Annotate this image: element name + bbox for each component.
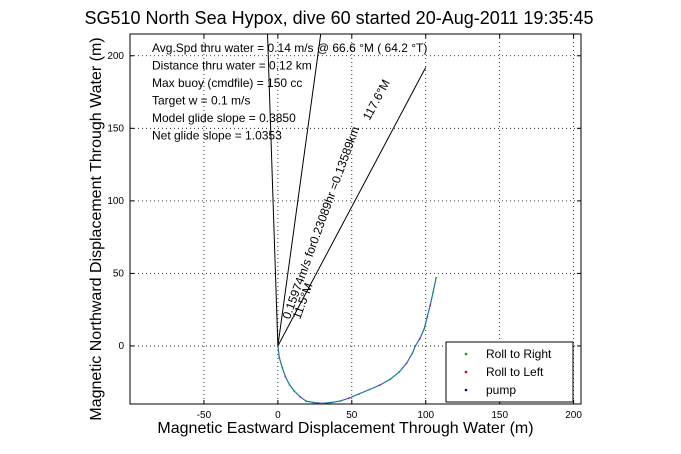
track-point	[389, 378, 392, 381]
annotation-line: Avg.Spd thru water = 0.14 m/s @ 66.6 °M …	[152, 41, 427, 55]
x-tick-label: 0	[275, 410, 281, 421]
track-point	[414, 345, 417, 347]
track-point	[426, 316, 429, 318]
track-point	[278, 356, 281, 359]
legend-marker	[464, 352, 468, 356]
track-point	[358, 392, 361, 395]
track-point	[305, 400, 307, 402]
x-tick-label: 100	[417, 410, 434, 421]
legend-marker	[464, 388, 468, 392]
track-point	[368, 388, 371, 391]
x-tick-label: 200	[565, 410, 582, 421]
x-tick-label: 150	[491, 410, 508, 421]
heading-vector	[267, 33, 279, 346]
legend-label: Roll to Right	[486, 347, 552, 361]
track-point	[276, 345, 279, 347]
track-point	[435, 276, 437, 279]
track-point	[423, 327, 426, 330]
track-point	[321, 402, 324, 405]
track-point	[284, 375, 287, 378]
y-tick-label: 50	[113, 268, 125, 279]
annotation-line: Net glide slope = 1.0353	[152, 129, 282, 143]
legend-label: pump	[486, 383, 516, 397]
track-point	[299, 395, 301, 398]
track-point	[339, 400, 341, 402]
track-point	[405, 362, 408, 365]
legend-label: Roll to Left	[486, 365, 544, 379]
track-point	[398, 371, 401, 373]
legend-marker	[464, 370, 468, 374]
y-tick-label: 150	[107, 123, 124, 134]
track-point	[288, 384, 291, 387]
track-point	[411, 352, 414, 355]
heading-vector	[277, 33, 322, 347]
y-tick-label: 200	[107, 51, 124, 62]
track-point	[330, 401, 333, 404]
y-tick-label: 0	[118, 341, 124, 352]
x-axis-label: Magnetic Eastward Displacement Through W…	[157, 420, 533, 437]
annotation-line: Target w = 0.1 m/s	[152, 94, 250, 108]
track-point	[418, 337, 421, 340]
annotation-line: Max buoy (cmdfile) = 150 cc	[152, 76, 302, 90]
track-point	[293, 390, 296, 392]
annotation-line: Model glide slope = 0.3850	[152, 111, 296, 125]
annotation-line: Distance thru water = 0.12 km	[152, 59, 312, 73]
track-point	[432, 291, 435, 294]
track-point	[429, 304, 432, 307]
heading-vector	[277, 67, 427, 347]
x-tick-label: -50	[197, 410, 212, 421]
chart-title: SG510 North Sea Hypox, dive 60 started 2…	[85, 8, 594, 28]
track-point	[378, 384, 381, 387]
track-point	[347, 397, 350, 400]
track-point	[312, 401, 315, 404]
x-tick-label: 50	[346, 410, 358, 421]
track-point	[281, 366, 284, 369]
y-axis-label: Magnetic Northward Displacement Through …	[88, 37, 105, 420]
y-tick-label: 100	[107, 196, 124, 207]
